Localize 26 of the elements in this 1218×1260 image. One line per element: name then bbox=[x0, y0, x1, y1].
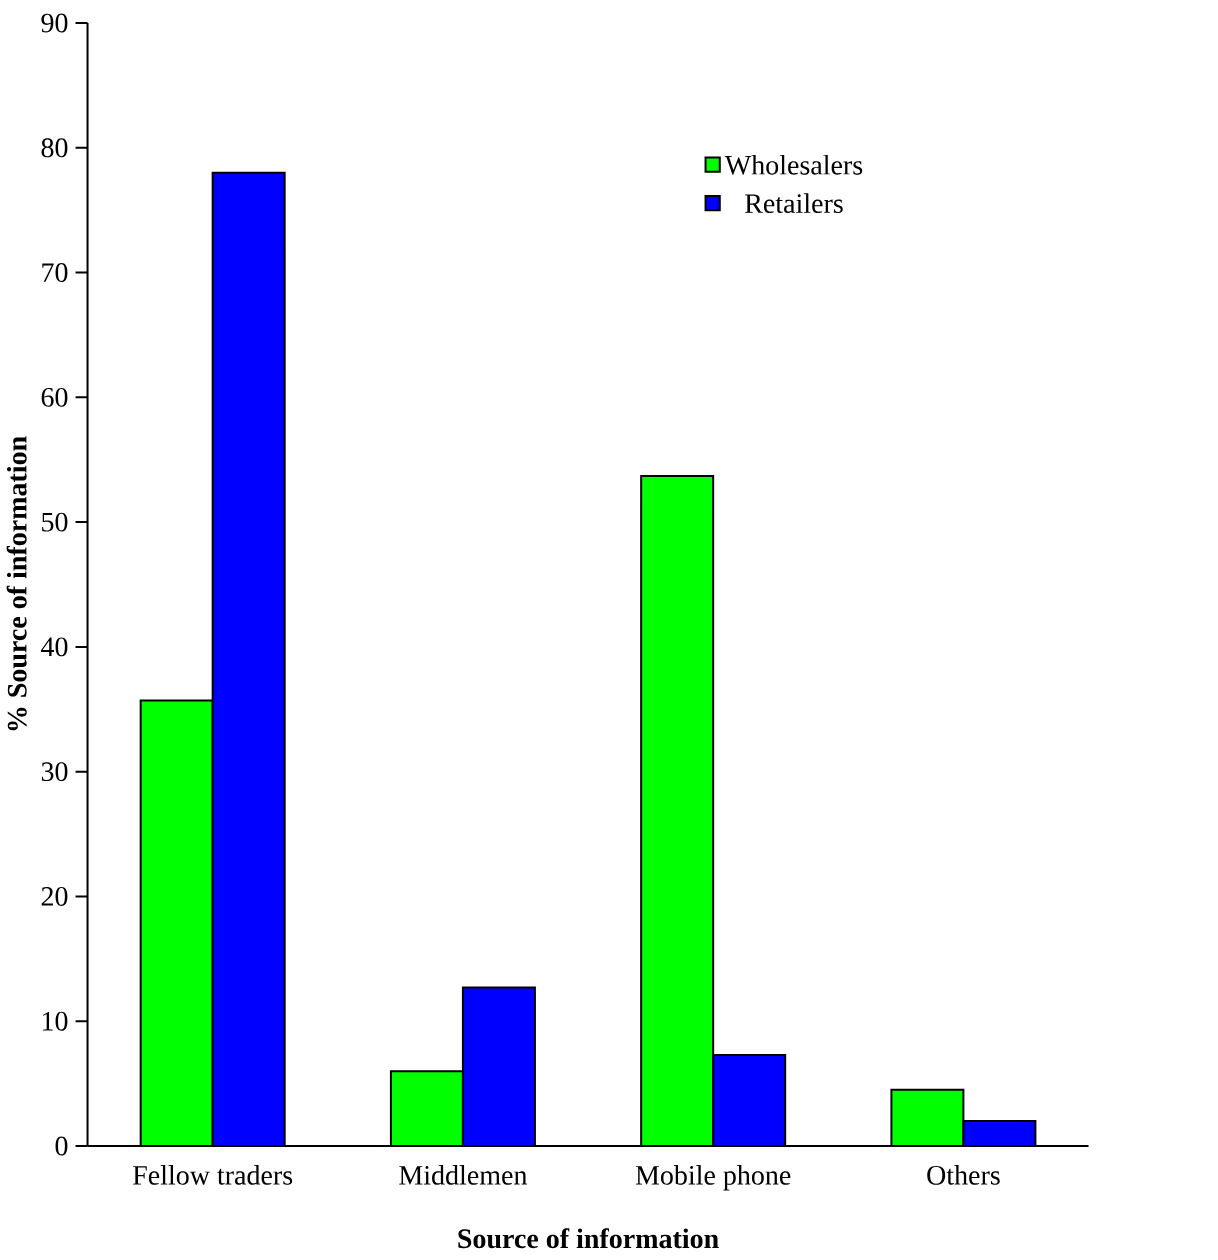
bar bbox=[140, 700, 213, 1146]
legend-label: Retailers bbox=[745, 193, 843, 214]
x-tick-label: Mobile phone bbox=[636, 1165, 791, 1191]
y-axis-title: % Source of information bbox=[6, 436, 27, 731]
x-tick-label: Middlemen bbox=[399, 1165, 528, 1185]
bar bbox=[890, 1088, 965, 1146]
y-tick-label: 50 bbox=[42, 512, 68, 532]
bar bbox=[212, 172, 285, 1146]
bar bbox=[391, 1071, 464, 1146]
bar bbox=[962, 1120, 1037, 1146]
y-tick-label: 10 bbox=[43, 1011, 68, 1031]
x-tick-label: Others bbox=[927, 1165, 1000, 1185]
y-tick-label: 90 bbox=[41, 13, 68, 33]
x-tick-label: Fellow traders bbox=[133, 1165, 293, 1185]
bar bbox=[463, 987, 536, 1146]
y-tick-label: 40 bbox=[41, 637, 68, 657]
y-tick-label: 80 bbox=[41, 138, 68, 158]
legend-label: Wholesalers bbox=[724, 154, 863, 175]
bar bbox=[713, 1054, 786, 1146]
y-tick-label: 0 bbox=[55, 1136, 68, 1156]
bar bbox=[641, 475, 714, 1146]
y-tick-label: 60 bbox=[41, 387, 68, 407]
y-tick-label: 70 bbox=[42, 263, 68, 283]
x-axis-title: Source of information bbox=[458, 1228, 719, 1249]
y-tick-label: 30 bbox=[42, 762, 68, 782]
y-tick-label: 20 bbox=[41, 886, 68, 906]
